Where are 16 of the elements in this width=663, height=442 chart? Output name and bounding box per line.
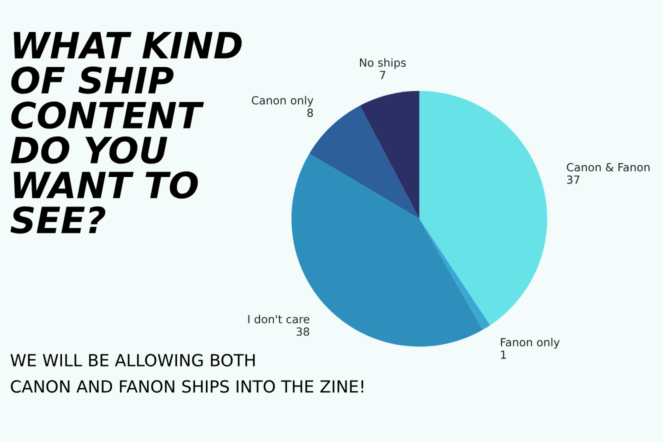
text: WE WILL BE ALLOWING BOTH CANON AND FANON SHIPS INTO THE ZINE!	[10, 354, 364, 393]
data-label: 1	[501, 350, 506, 359]
pie-slice	[419, 90, 548, 326]
data-label: 38	[296, 327, 310, 336]
slice-label: Canon & Fanon	[566, 163, 650, 172]
text: WHAT KIND OF SHIP CONTENT DO YOU WANT TO SEE?	[10, 32, 242, 234]
slice-label: Fanon only	[500, 338, 560, 349]
data-label: 37	[567, 175, 580, 184]
pie-slice	[309, 106, 420, 219]
data-label: 7	[380, 71, 386, 80]
pie-slice	[360, 90, 420, 219]
slice-label: Canon only	[252, 96, 314, 107]
data-label: 8	[307, 108, 313, 117]
slice-label: I don't care	[248, 314, 310, 324]
slice-label: No ships	[360, 58, 406, 69]
pie-slice	[419, 218, 490, 330]
